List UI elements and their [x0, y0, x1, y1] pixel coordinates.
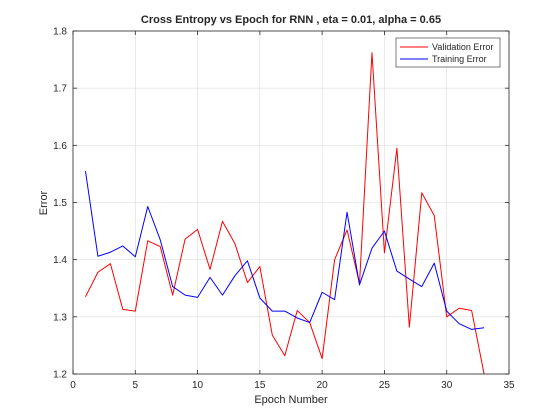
y-tick-label: 1.6 — [53, 141, 67, 152]
legend-label-training: Training Error — [432, 54, 487, 64]
x-tick-label: 30 — [441, 380, 453, 391]
x-tick-label: 25 — [379, 380, 391, 391]
x-tick-label: 0 — [70, 380, 76, 391]
y-tick-label: 1.3 — [53, 312, 67, 323]
x-axis-label: Epoch Number — [254, 394, 328, 406]
y-tick-label: 1.5 — [53, 198, 67, 209]
axis-ticks — [72, 30, 510, 375]
y-tick-label: 1.2 — [53, 370, 67, 381]
x-tick-label: 5 — [133, 380, 139, 391]
y-axis-label: Error — [38, 190, 50, 215]
legend-label-validation: Validation Error — [432, 42, 493, 52]
series-layer — [84, 52, 485, 375]
chart-title: Cross Entropy vs Epoch for RNN , eta = 0… — [141, 14, 441, 26]
x-tick-label: 20 — [317, 380, 329, 391]
x-tick-label: 15 — [254, 380, 266, 391]
y-tick-label: 1.7 — [53, 84, 67, 95]
series-line-validation-error — [85, 52, 485, 375]
y-tick-label: 1.4 — [53, 255, 67, 266]
x-tick-label: 10 — [192, 380, 204, 391]
legend-box — [395, 37, 501, 68]
y-tick-label: 1.8 — [53, 27, 67, 38]
series-line-training-error — [84, 170, 485, 330]
axis-tick-labels: 0 5 10 15 20 25 30 35 1.2 1.3 1.4 1.5 1.6 1.7 1.8 — [53, 27, 515, 392]
legend: Validation Error Training Error — [395, 37, 501, 68]
x-tick-label: 35 — [503, 380, 515, 391]
